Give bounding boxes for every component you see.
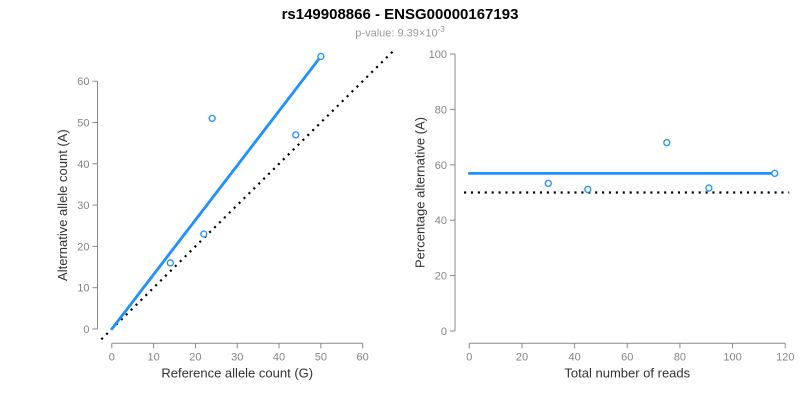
x-tick-label: 120	[776, 351, 794, 363]
regression-line	[110, 55, 323, 331]
y-tick-label: 10	[77, 283, 89, 295]
y-tick-label: 20	[77, 241, 89, 253]
x-tick-label: 50	[315, 351, 327, 363]
x-tick-label: 0	[109, 351, 115, 363]
percentage-alternative-y-axis-title: Percentage alternative (A)	[413, 117, 428, 268]
y-tick-label: 20	[435, 271, 447, 283]
x-tick-label: 30	[231, 351, 243, 363]
allele-counts-y-axis-title: Alternative allele count (A)	[55, 129, 70, 281]
identity-line	[100, 49, 395, 341]
y-tick-label: 40	[435, 215, 447, 227]
x-tick-label: 40	[273, 351, 285, 363]
y-tick-label: 60	[435, 160, 447, 172]
y-tick-label: 30	[77, 200, 89, 212]
data-point	[771, 169, 779, 178]
x-tick-label: 0	[466, 351, 472, 363]
p-value-text: p-value: 9.39×10	[355, 27, 438, 40]
y-tick-label: 0	[83, 324, 89, 336]
x-tick-label: 80	[674, 351, 686, 363]
data-point	[317, 52, 325, 61]
y-tick-label: 40	[77, 159, 89, 171]
y-tick-label: 100	[429, 49, 447, 61]
y-tick-label: 50	[77, 118, 89, 130]
x-tick-label: 60	[621, 351, 633, 363]
y-tick-label: 60	[77, 76, 89, 88]
p-value-exponent: -3	[437, 25, 445, 34]
page-title: rs149908866 - ENSG00000167193	[281, 6, 519, 23]
x-tick-label: 10	[147, 351, 159, 363]
allele-counts-x-axis-title: Reference allele count (G)	[161, 365, 313, 380]
data-point	[544, 179, 552, 188]
y-tick-label: 80	[435, 104, 447, 116]
y-tick-label: 0	[441, 326, 447, 338]
percentage-alternative-x-axis-title: Total number of reads	[564, 365, 690, 380]
x-tick-label: 60	[357, 351, 369, 363]
x-tick-label: 20	[516, 351, 528, 363]
data-point	[200, 230, 208, 238]
data-point	[663, 138, 671, 147]
data-point	[584, 185, 592, 194]
data-point	[292, 131, 300, 139]
x-tick-label: 20	[189, 351, 201, 363]
x-tick-label: 40	[568, 351, 580, 363]
x-tick-label: 100	[723, 351, 741, 363]
data-point	[705, 184, 713, 192]
p-value-subtitle: p-value: 9.39×10-3	[0, 25, 800, 40]
data-point	[166, 259, 174, 267]
data-point	[208, 114, 216, 123]
